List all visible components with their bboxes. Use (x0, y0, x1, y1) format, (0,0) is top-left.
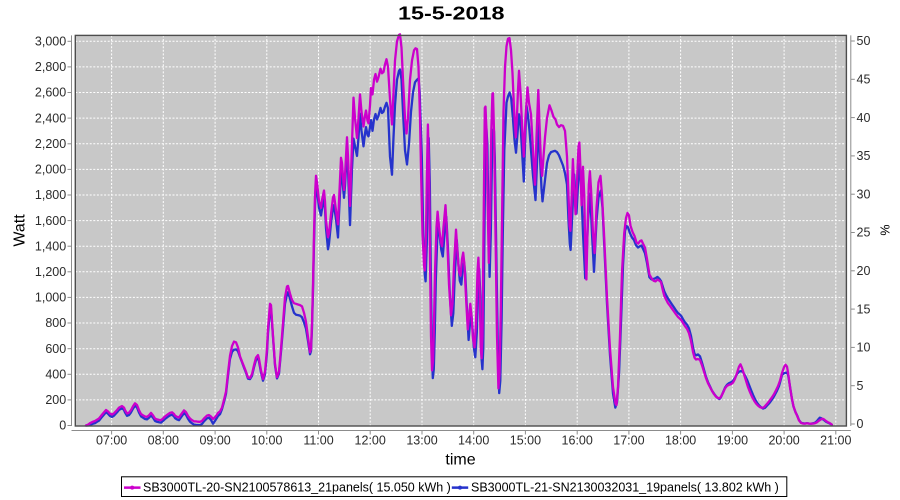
svg-text:30: 30 (857, 187, 871, 201)
svg-text:07:00: 07:00 (96, 434, 127, 448)
svg-text:2,000: 2,000 (35, 163, 66, 177)
svg-text:20:00: 20:00 (768, 434, 799, 448)
svg-text:800: 800 (45, 316, 66, 330)
svg-text:1,400: 1,400 (35, 239, 66, 253)
svg-text:SB3000TL-21-SN2130032031_19pan: SB3000TL-21-SN2130032031_19panels( 13.80… (471, 480, 779, 494)
svg-text:time: time (445, 451, 475, 468)
svg-text:13:00: 13:00 (406, 434, 437, 448)
svg-text:45: 45 (857, 73, 871, 87)
svg-text:15: 15 (857, 302, 871, 316)
svg-text:10: 10 (857, 341, 871, 355)
svg-text:400: 400 (45, 368, 66, 382)
svg-text:200: 200 (45, 393, 66, 407)
svg-text:14:00: 14:00 (458, 434, 489, 448)
svg-text:11:00: 11:00 (303, 434, 333, 448)
svg-text:2,600: 2,600 (35, 86, 66, 100)
svg-text:SB3000TL-20-SN2100578613_21pan: SB3000TL-20-SN2100578613_21panels( 15.05… (143, 480, 451, 494)
svg-text:Watt: Watt (12, 214, 29, 247)
svg-text:15:00: 15:00 (510, 434, 541, 448)
svg-text:50: 50 (857, 34, 871, 48)
svg-text:25: 25 (857, 226, 871, 240)
svg-text:2,200: 2,200 (35, 137, 66, 151)
svg-text:21:00: 21:00 (820, 434, 851, 448)
svg-text:2,400: 2,400 (35, 111, 66, 125)
svg-text:0: 0 (857, 417, 864, 431)
svg-text:1,800: 1,800 (35, 188, 66, 202)
svg-text:19:00: 19:00 (717, 434, 748, 448)
svg-text:10:00: 10:00 (251, 434, 282, 448)
svg-text:1,600: 1,600 (35, 214, 66, 228)
svg-text:08:00: 08:00 (148, 434, 179, 448)
svg-text:40: 40 (857, 111, 871, 125)
svg-text:2,800: 2,800 (35, 60, 66, 74)
svg-text:35: 35 (857, 149, 871, 163)
svg-text:%: % (878, 224, 892, 235)
svg-text:17:00: 17:00 (613, 434, 644, 448)
svg-text:09:00: 09:00 (199, 434, 230, 448)
svg-text:1,200: 1,200 (35, 265, 66, 279)
svg-text:20: 20 (857, 264, 871, 278)
svg-text:3,000: 3,000 (35, 35, 66, 49)
svg-text:15-5-2018: 15-5-2018 (398, 3, 505, 24)
svg-text:5: 5 (857, 379, 864, 393)
svg-text:0: 0 (59, 419, 66, 433)
svg-text:1,000: 1,000 (35, 291, 66, 305)
svg-text:12:00: 12:00 (355, 434, 386, 448)
svg-text:16:00: 16:00 (562, 434, 593, 448)
svg-text:18:00: 18:00 (665, 434, 696, 448)
svg-text:600: 600 (45, 342, 66, 356)
